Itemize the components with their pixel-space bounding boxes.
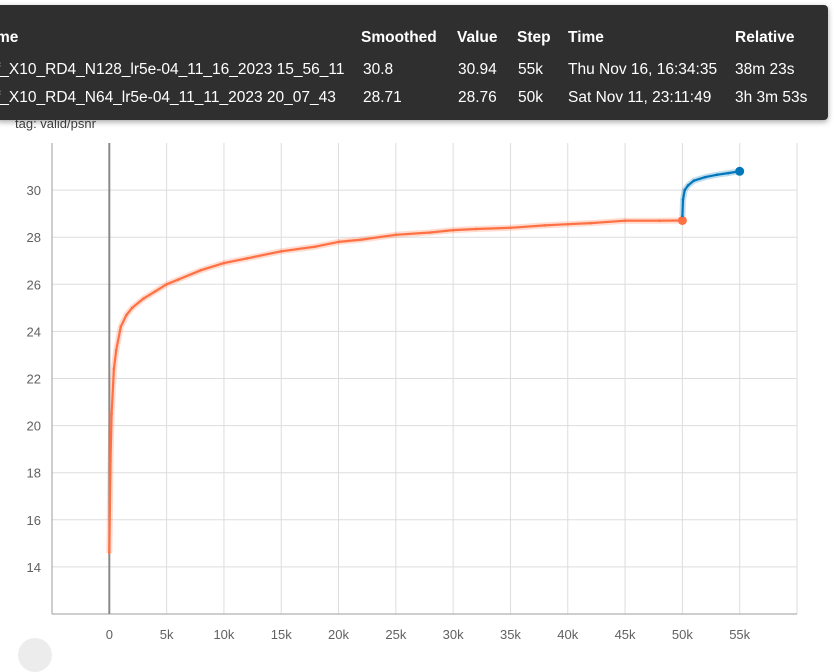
data-point	[112, 367, 116, 371]
x-tick-label: 10k	[213, 627, 234, 642]
data-point	[566, 222, 570, 226]
data-point	[360, 238, 363, 241]
header-relative: Relative	[735, 29, 795, 46]
chart: 0 5k 10k 15k 20k 25k 30k 35k 40k 45k 50k 55k 14 16 18 2…	[13, 96, 798, 642]
series-lines	[106, 166, 745, 555]
data-point	[153, 290, 157, 293]
data-point	[394, 233, 398, 237]
data-point	[428, 231, 432, 234]
header-name: me	[0, 29, 19, 46]
data-point	[451, 228, 455, 232]
x-tick-label: 30k	[443, 627, 464, 642]
data-point	[726, 171, 730, 175]
row-2-time: Sat Nov 11, 23:11:49	[568, 89, 712, 106]
x-tick-label: 35k	[500, 627, 521, 642]
data-point	[681, 198, 685, 201]
data-point	[109, 459, 112, 463]
row-2-name: f_X10_RD4_N64_lr5e-04_11_11_2023 20_07_4…	[0, 89, 336, 106]
data-point	[683, 188, 686, 192]
row-1-step: 55k	[518, 61, 543, 78]
row-2-smoothed: 28.71	[363, 89, 402, 106]
data-point	[474, 227, 478, 231]
y-tick-label: 26	[27, 277, 41, 292]
y-tick-label: 18	[27, 466, 41, 481]
y-tick-label: 22	[27, 372, 41, 387]
x-tick-label: 45k	[615, 627, 636, 642]
header-value: Value	[457, 29, 498, 46]
x-tick-label: 0	[106, 627, 113, 642]
series-line-1	[108, 219, 683, 553]
data-point	[337, 240, 340, 244]
x-tick-label: 25k	[385, 627, 406, 642]
data-point	[589, 221, 592, 225]
data-point	[692, 179, 696, 182]
row-2-value: 28.76	[458, 89, 497, 106]
row-1-smoothed: 30.8	[363, 61, 394, 78]
x-tick-label: 55k	[729, 627, 750, 642]
header-time: Time	[568, 29, 604, 46]
data-point	[686, 184, 690, 187]
x-tick-label: 20k	[328, 627, 349, 642]
series-band-2	[679, 168, 741, 217]
data-point	[176, 278, 180, 281]
data-point	[245, 257, 249, 260]
header-step: Step	[517, 29, 551, 46]
hover-tooltip: me Smoothed Value Step Time Relative f_X…	[0, 5, 828, 120]
row-1-time: Thu Nov 16, 16:34:35	[568, 61, 718, 78]
data-point	[715, 173, 719, 177]
x-tick-label: 40k	[557, 627, 578, 642]
y-tick-label: 24	[27, 324, 41, 339]
data-point	[279, 250, 283, 253]
data-point	[623, 219, 627, 223]
series-end-marker-2	[735, 166, 745, 176]
data-point	[704, 175, 707, 179]
data-point	[543, 224, 547, 227]
data-point	[108, 551, 111, 555]
x-tick-label: 5k	[160, 627, 174, 642]
tick-labels: 0 5k 10k 15k 20k 25k 30k 35k 40k 45k 50k 55k 14 16 18 2…	[27, 183, 751, 642]
data-point	[199, 268, 203, 272]
data-point	[165, 283, 168, 286]
data-point	[125, 313, 128, 317]
y-tick-label: 16	[27, 513, 41, 528]
data-point	[222, 261, 226, 265]
fab-button[interactable]	[18, 638, 52, 672]
y-tick-label: 20	[27, 419, 41, 434]
row-2-step: 50k	[518, 89, 543, 106]
data-point	[119, 325, 123, 328]
x-tick-label: 15k	[271, 627, 292, 642]
series-end-marker-1	[677, 215, 687, 225]
row-1-name: f_X10_RD4_N128_lr5e-04_11_16_2023 15_56_…	[0, 61, 345, 78]
data-point	[130, 306, 134, 310]
data-point	[509, 226, 512, 230]
data-point	[681, 214, 684, 218]
row-1-value: 30.94	[458, 61, 497, 78]
header-smoothed: Smoothed	[361, 29, 437, 46]
row-2-relative: 3h 3m 53s	[735, 89, 808, 106]
row-1-relative: 38m 23s	[735, 61, 795, 78]
data-point	[658, 219, 661, 223]
data-point	[114, 348, 118, 352]
data-point	[314, 245, 317, 248]
y-tick-label: 28	[27, 230, 41, 245]
data-point	[110, 412, 113, 416]
y-tick-label: 14	[27, 560, 41, 575]
y-tick-label: 30	[27, 183, 41, 198]
x-tick-label: 50k	[672, 627, 693, 642]
data-point	[142, 297, 145, 300]
